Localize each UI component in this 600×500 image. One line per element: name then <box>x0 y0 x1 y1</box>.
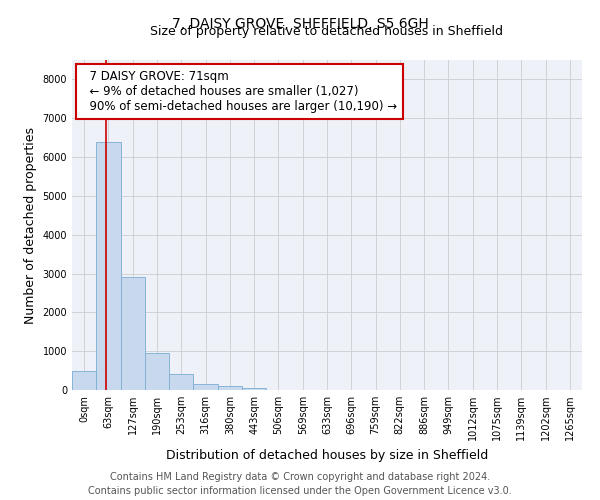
Text: 7 DAISY GROVE: 71sqm
  ← 9% of detached houses are smaller (1,027)
  90% of semi: 7 DAISY GROVE: 71sqm ← 9% of detached ho… <box>82 70 397 113</box>
Bar <box>218 386 242 390</box>
Bar <box>121 278 145 390</box>
Bar <box>169 374 193 390</box>
Text: Contains public sector information licensed under the Open Government Licence v3: Contains public sector information licen… <box>88 486 512 496</box>
Text: Contains HM Land Registry data © Crown copyright and database right 2024.: Contains HM Land Registry data © Crown c… <box>110 472 490 482</box>
Title: Size of property relative to detached houses in Sheffield: Size of property relative to detached ho… <box>151 25 503 38</box>
Bar <box>145 353 169 390</box>
Bar <box>193 384 218 390</box>
Bar <box>72 370 96 390</box>
Text: 7, DAISY GROVE, SHEFFIELD, S5 6GH: 7, DAISY GROVE, SHEFFIELD, S5 6GH <box>172 18 428 32</box>
Bar <box>96 142 121 390</box>
Y-axis label: Number of detached properties: Number of detached properties <box>24 126 37 324</box>
Bar <box>242 388 266 390</box>
X-axis label: Distribution of detached houses by size in Sheffield: Distribution of detached houses by size … <box>166 448 488 462</box>
